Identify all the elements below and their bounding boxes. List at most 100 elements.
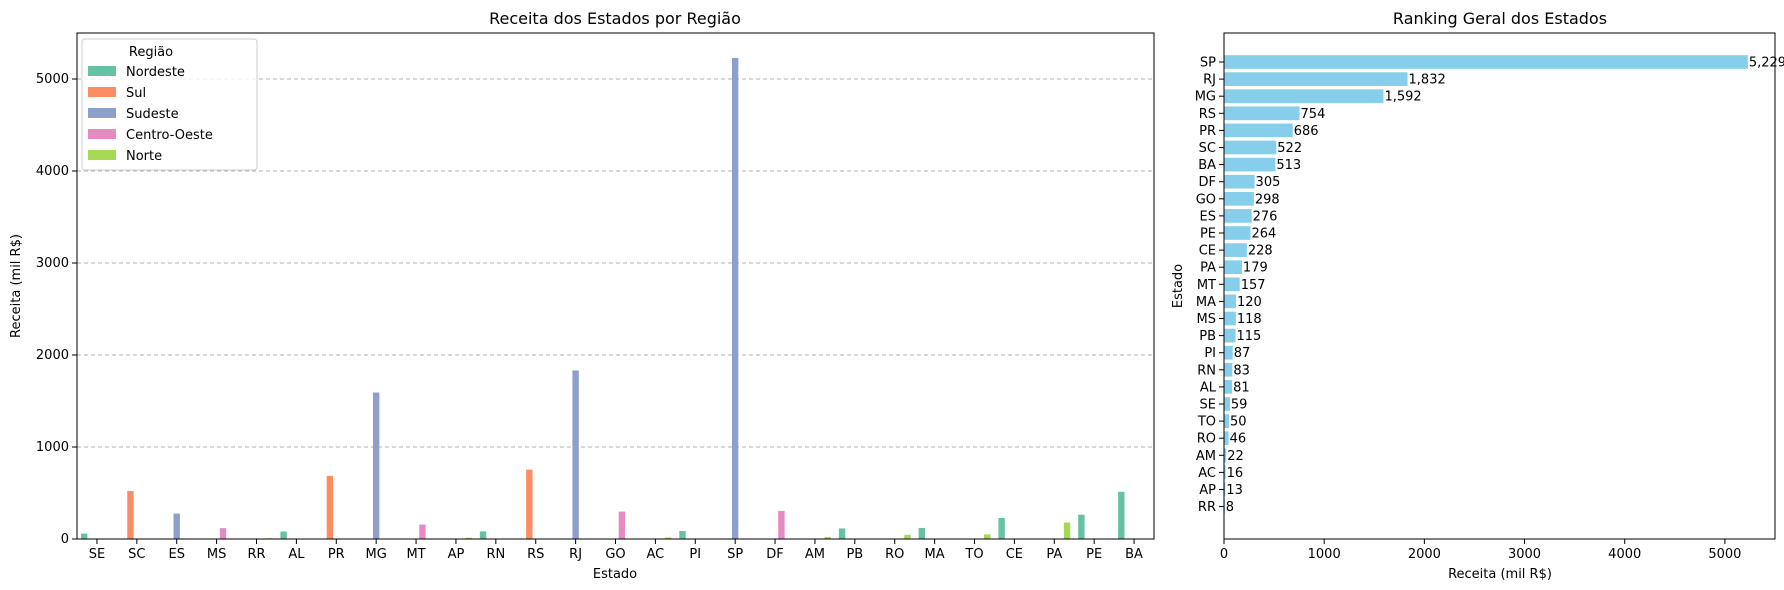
rank-bar-AL [1224,380,1233,394]
right-y-tick-label: DF [1199,175,1217,190]
bar-MS [219,528,227,539]
left-x-tick-label: GO [605,547,625,562]
bar-PE [1078,514,1085,539]
rank-bar-value: 179 [1243,261,1268,276]
rank-bar-value: 228 [1248,244,1273,259]
legend-label: Sul [126,86,146,101]
rank-bar-DF [1224,174,1255,189]
right-y-tick-label: MA [1196,295,1216,310]
rank-bar-value: 686 [1294,124,1319,139]
rank-bar-PB [1224,328,1236,343]
right-y-tick-label: PE [1200,227,1216,242]
bar-PI [679,530,686,539]
right-y-tick-label: PB [1199,329,1216,344]
rank-bar-GO [1224,191,1254,206]
right-y-tick-label: MS [1197,312,1216,327]
rank-bar-PA [1224,260,1242,275]
rank-bar-CE [1224,243,1247,257]
right-y-ticks: SP RJ MG RS PR SC BA DF GO ES PE CE PA MT MA MS PB PI RN AL… [1195,56,1224,515]
right-y-tick-label: SE [1200,398,1216,413]
bar-SE [80,533,88,539]
rank-bar-value: 50 [1230,415,1247,430]
rank-bar-AC [1224,465,1226,480]
legend-title: Região [129,45,173,60]
bar-CE [998,518,1005,539]
right-bars: 5,229 1,832 1,592 754 686 522 513 305 298 276 264 2… [1224,55,1784,515]
left-x-ticks: SE SC ES MS RR AL PR MG MT AP RN RS RJ GO AC PI SP DF AM PB… [89,539,1143,562]
bar-RS [526,469,533,539]
right-y-tick-label: PI [1204,346,1216,361]
rank-bar-value: 22 [1227,449,1244,464]
legend-swatch [88,87,116,97]
left-x-tick-label: RO [885,547,904,562]
rank-bar-value: 59 [1231,398,1248,413]
right-y-tick-label: SP [1200,56,1216,71]
left-x-tick-label: RS [527,547,544,562]
right-y-tick-label: AL [1200,380,1217,395]
left-x-tick-label: PB [846,547,863,562]
rank-bar-value: 120 [1237,295,1262,310]
right-y-tick-label: MG [1195,90,1216,105]
right-y-tick-label: BA [1198,158,1216,173]
rank-bar-AP [1224,482,1226,497]
rank-bar-BA [1224,157,1276,172]
bar-SC [127,490,134,539]
bar-PR [326,475,334,539]
bar-RN [479,531,487,539]
rank-bar-value: 83 [1233,363,1250,378]
bar-RJ [572,370,579,539]
right-chart: Ranking Geral dos Estados 5,229 1,832 1,59… [1171,9,1784,582]
left-x-tick-label: MG [366,547,387,562]
legend-entries: Nordeste Sul Sudeste Centro-Oeste Norte [88,65,213,164]
rank-bar-value: 513 [1276,158,1301,173]
right-x-tick-label: 2000 [1408,547,1441,562]
left-x-axis-label: Estado [593,567,637,582]
rank-bar-SE [1224,397,1230,411]
right-y-tick-label: RR [1198,500,1216,515]
left-y-tick-label: 5000 [36,72,69,87]
bar-SP [731,57,739,539]
right-x-tick-label: 1000 [1308,547,1341,562]
right-y-tick-label: AC [1198,466,1216,481]
legend-swatch [88,66,116,76]
left-gridlines [77,78,1154,448]
left-x-tick-label: AL [288,547,305,562]
rank-bar-PR [1224,123,1293,138]
rank-bar-value: 276 [1253,209,1278,224]
bar-AC [664,537,672,539]
left-y-axis-label: Receita (mil R$) [9,234,24,338]
left-x-tick-label: CE [1006,547,1023,562]
right-plot-frame [1223,32,1776,540]
rank-bar-value: 8 [1226,500,1234,515]
left-x-tick-label: BA [1125,547,1143,562]
rank-bar-value: 298 [1255,192,1280,207]
rank-bar-MG [1224,89,1384,104]
rank-bar-MS [1224,311,1236,326]
left-x-tick-label: AC [647,547,665,562]
left-x-tick-label: PA [1046,547,1062,562]
left-x-tick-label: PI [689,547,701,562]
rank-bar-value: 87 [1234,346,1251,361]
right-y-tick-label: RJ [1203,73,1216,88]
bar-GO [618,511,626,539]
right-x-tick-label: 3000 [1508,547,1541,562]
left-x-tick-label: MA [925,547,945,562]
legend-label: Nordeste [126,65,185,80]
legend-box [81,38,258,171]
left-x-tick-label: RN [486,547,505,562]
legend-swatch [88,129,116,139]
bar-PA [1063,522,1071,539]
bar-AL [280,531,287,539]
left-chart: Receita dos Estados por Região 0 1000 2000… [9,9,1155,582]
legend-swatch [88,108,116,118]
rank-bar-TO [1224,414,1230,428]
rank-bar-ES [1224,209,1252,223]
legend: Região NordesteSulSudesteCentro-OesteNor… [81,38,258,171]
right-y-tick-label: PA [1200,261,1216,276]
bar-RO [904,534,911,539]
left-x-tick-label: SP [727,547,743,562]
right-y-tick-label: TO [1197,415,1216,430]
right-y-tick-label: RN [1197,363,1216,378]
left-chart-title: Receita dos Estados por Região [489,9,741,28]
